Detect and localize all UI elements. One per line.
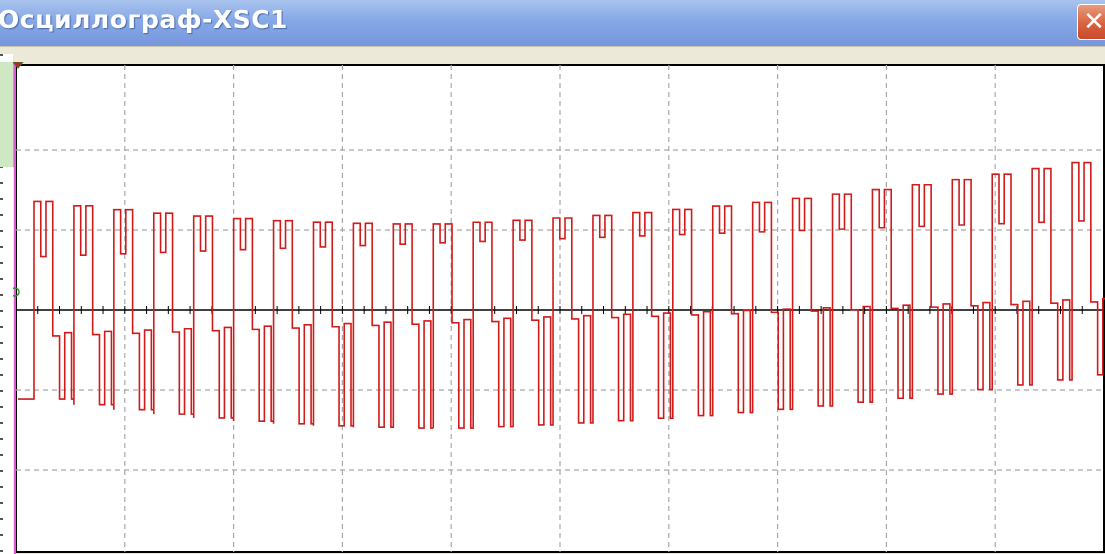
window-titlebar[interactable]: Осциллограф-XSC1 ✕ (0, 0, 1105, 46)
window-title: Осциллограф-XSC1 (0, 5, 288, 34)
oscilloscope-display (13, 62, 1105, 554)
signal-trace (18, 161, 1105, 429)
close-icon: ✕ (1083, 7, 1105, 37)
left-info-panel (0, 62, 14, 167)
trigger-marker-icon[interactable] (13, 62, 24, 69)
center-axis (15, 306, 1105, 314)
window-toolbar-strip (0, 46, 1105, 55)
oscilloscope-screen[interactable] (13, 62, 1105, 554)
left-ruler-ticks (0, 54, 3, 554)
left-ruler (0, 54, 13, 554)
channel-a-marker-icon[interactable] (13, 287, 20, 297)
close-button[interactable]: ✕ (1077, 4, 1105, 40)
